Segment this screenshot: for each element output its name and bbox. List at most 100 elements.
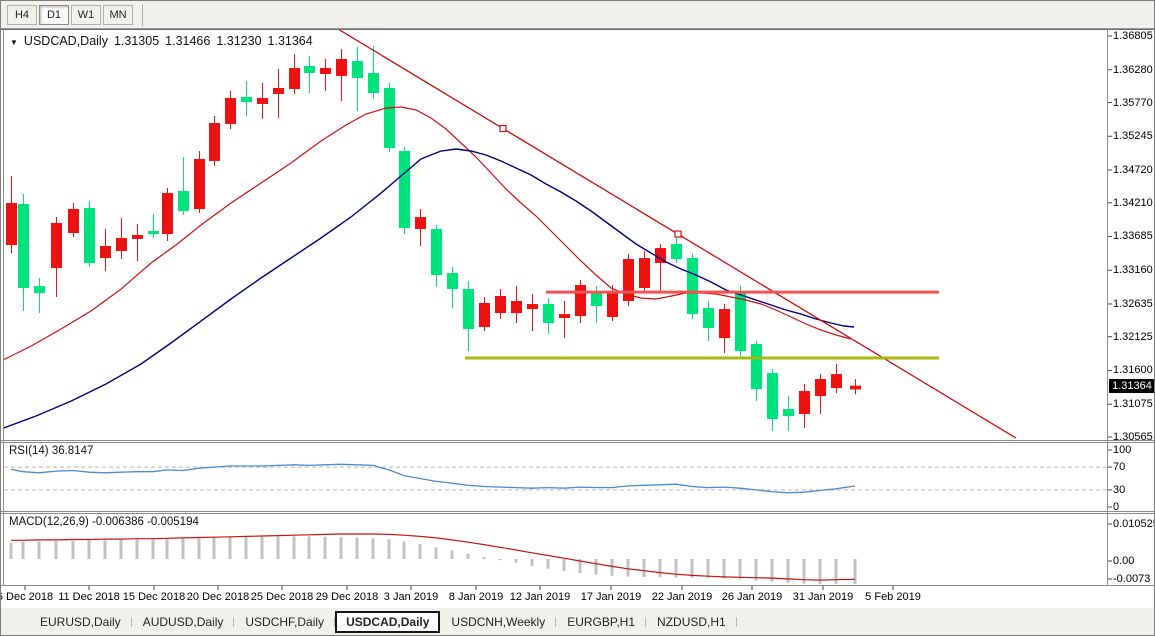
candle-body	[463, 289, 474, 330]
candle	[719, 304, 730, 354]
timeframe-toolbar: H4 D1 W1 MN	[1, 1, 1154, 29]
macd-histogram-bar	[244, 536, 248, 559]
date-axis-label: 8 Jan 2019	[448, 591, 504, 603]
macd-histogram-bar	[87, 540, 91, 559]
candle-body	[735, 291, 746, 352]
price-axis-label: 1.34720	[1113, 163, 1153, 176]
macd-histogram-bar	[103, 540, 107, 559]
candle-body	[100, 246, 111, 259]
candle-body	[815, 379, 826, 397]
macd-histogram-bar	[626, 559, 630, 577]
candle-body	[273, 87, 284, 95]
macd-histogram-bar	[770, 559, 774, 582]
candle	[100, 229, 111, 272]
candle-body	[687, 258, 698, 315]
candle-body	[623, 259, 634, 302]
candle-body	[415, 217, 426, 230]
macd-histogram-bar	[371, 538, 375, 559]
candle	[735, 286, 746, 357]
candle	[447, 267, 458, 309]
date-axis-label: 31 Jan 2019	[792, 591, 854, 603]
macd-histogram-bar	[546, 559, 550, 569]
chart-menu-dropdown-icon[interactable]: ▼	[10, 37, 18, 47]
candle	[527, 294, 538, 332]
candle	[815, 374, 826, 415]
timeframe-button-d1[interactable]: D1	[39, 4, 69, 25]
timeframe-button-mn[interactable]: MN	[103, 4, 133, 25]
candle-body	[368, 73, 379, 93]
macd-pane	[9, 533, 857, 584]
candle	[320, 59, 331, 92]
date-axis-label: 29 Dec 2018	[315, 591, 379, 603]
candle	[399, 146, 410, 235]
candle	[495, 289, 506, 320]
date-axis-label: 11 Dec 2018	[58, 591, 120, 603]
macd-axis-label: -0.0073	[1113, 573, 1151, 585]
macd-histogram-bar	[37, 541, 41, 559]
timeframe-button-w1[interactable]: W1	[71, 4, 101, 25]
macd-histogram-bar	[690, 559, 694, 578]
tab-eurgbp-h1[interactable]: EURGBP,H1	[556, 611, 646, 633]
candle-body	[132, 235, 143, 239]
tab-audusd-daily[interactable]: AUDUSD,Daily	[132, 611, 235, 633]
descending-trendline[interactable]	[338, 29, 1017, 439]
rsi-axis-label: 100	[1113, 444, 1132, 456]
price-axis-label: 1.36280	[1113, 63, 1153, 76]
candle	[51, 217, 62, 298]
trendline-anchor[interactable]	[674, 230, 682, 238]
candle-body	[703, 308, 714, 328]
ohlc-open: 1.31305	[113, 34, 160, 48]
tab-nzdusd-h1[interactable]: NZDUSD,H1	[646, 611, 737, 633]
candle-body	[320, 68, 331, 74]
candle	[431, 224, 442, 287]
candle-body	[639, 258, 650, 289]
rsi-indicator-label: RSI(14) 36.8147	[9, 445, 94, 457]
candle	[368, 45, 379, 100]
candle	[84, 201, 95, 268]
candle	[6, 176, 17, 254]
macd-histogram-bar	[260, 536, 264, 559]
date-axis-label: 3 Jan 2019	[383, 591, 439, 603]
macd-histogram-bar	[402, 541, 406, 559]
macd-indicator-label: MACD(12,26,9) -0.006386 -0.005194	[9, 516, 199, 528]
tab-eurusd-daily[interactable]: EURUSD,Daily	[29, 611, 132, 633]
candle	[575, 280, 586, 324]
price-axis-label: 1.31075	[1113, 398, 1153, 411]
macd-histogram-bar	[212, 537, 216, 559]
macd-histogram-bar	[355, 537, 359, 559]
candle-body	[495, 295, 506, 314]
macd-histogram-bar	[482, 557, 486, 559]
macd-histogram-bar	[610, 559, 614, 576]
macd-histogram-bar	[21, 541, 25, 559]
date-axis-label: 26 Jan 2019	[721, 591, 783, 603]
tab-usdcnh-weekly[interactable]: USDCNH,Weekly	[440, 611, 557, 633]
candle-body	[34, 286, 45, 294]
macd-histogram-bar	[562, 559, 566, 572]
candle-body	[352, 60, 363, 78]
candle-body	[304, 66, 315, 74]
macd-histogram-bar	[151, 539, 155, 559]
trendline-anchor[interactable]	[499, 124, 507, 133]
candle-body	[767, 373, 778, 420]
macd-histogram-bar	[9, 542, 13, 559]
macd-histogram-bar	[706, 559, 710, 579]
candle	[479, 297, 490, 332]
price-axis-label: 1.31600	[1113, 364, 1153, 377]
macd-histogram-bar	[466, 553, 470, 559]
ma-slow-line	[4, 148, 855, 429]
candle-body	[68, 208, 79, 234]
date-axis-label: 15 Dec 2018	[122, 591, 186, 603]
tab-usdchf-daily[interactable]: USDCHF,Daily	[234, 611, 335, 633]
tab-usdcad-daily[interactable]: USDCAD,Daily	[335, 610, 441, 633]
price-axis-label: 1.36805	[1113, 30, 1153, 42]
candle	[289, 53, 300, 95]
macd-histogram-bar	[498, 559, 502, 561]
date-axis-label: 20 Dec 2018	[186, 591, 250, 603]
candle-body	[148, 231, 159, 235]
candle-body	[51, 222, 62, 269]
timeframe-button-h4[interactable]: H4	[7, 4, 37, 25]
date-axis-label: 6 Dec 2018	[0, 591, 54, 603]
macd-histogram-bar	[578, 559, 582, 574]
candle	[671, 236, 682, 264]
macd-histogram-bar	[530, 559, 534, 567]
